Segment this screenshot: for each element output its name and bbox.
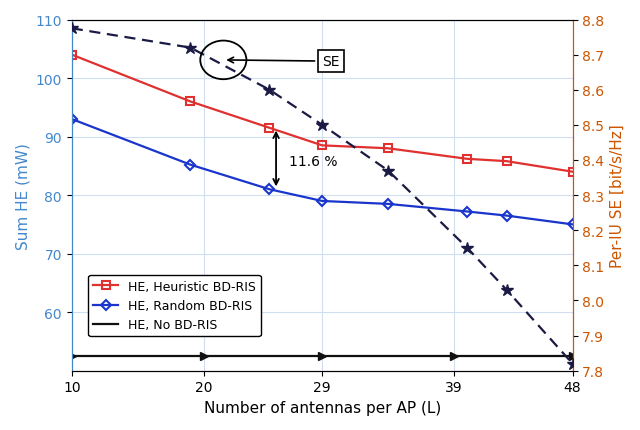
Text: SE: SE xyxy=(228,55,340,69)
Y-axis label: Per-IU SE [bit/s/Hz]: Per-IU SE [bit/s/Hz] xyxy=(610,124,625,267)
Y-axis label: Sum HE (mW): Sum HE (mW) xyxy=(15,142,30,249)
X-axis label: Number of antennas per AP (L): Number of antennas per AP (L) xyxy=(204,400,441,415)
Text: 11.6 %: 11.6 % xyxy=(289,155,338,169)
Legend: HE, Heuristic BD-RIS, HE, Random BD-RIS, HE, No BD-RIS: HE, Heuristic BD-RIS, HE, Random BD-RIS,… xyxy=(88,275,261,337)
